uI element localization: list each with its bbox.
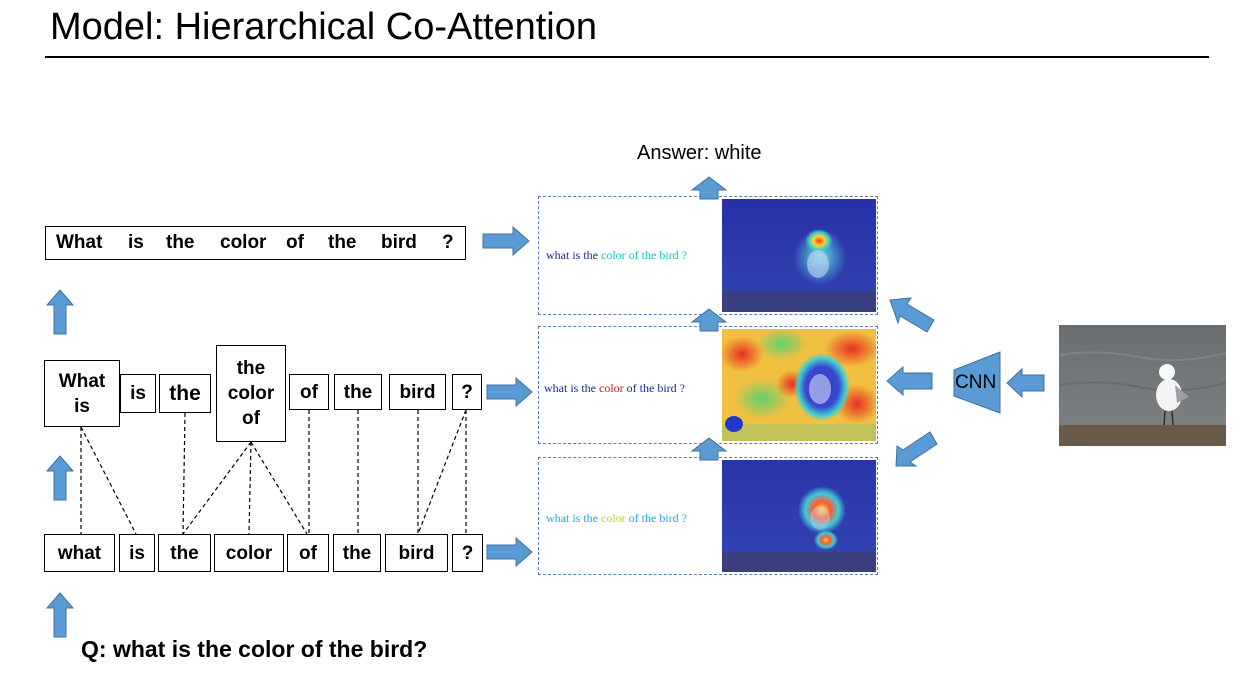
phrase-word: ? bbox=[442, 232, 454, 253]
title-underline bbox=[45, 56, 1209, 58]
mid-token: is bbox=[120, 374, 156, 413]
link-the-color-of-color bbox=[248, 441, 252, 535]
word-token: what bbox=[44, 534, 115, 572]
link-the-color-of-of bbox=[250, 441, 308, 535]
up-arrow-icon bbox=[45, 592, 75, 638]
diagonal-arrow-icon bbox=[889, 297, 935, 333]
cnn-label: CNN bbox=[955, 372, 997, 393]
word-token: color bbox=[214, 534, 284, 572]
link-the bbox=[182, 412, 186, 535]
up-arrow-icon bbox=[690, 176, 728, 200]
phrase-word: of bbox=[286, 232, 304, 253]
mid-token: bird bbox=[389, 374, 446, 410]
left-arrow-icon bbox=[1006, 367, 1045, 399]
answer-text: Answer: white bbox=[637, 142, 762, 164]
attention-map-top bbox=[722, 199, 876, 312]
word-token: is bbox=[119, 534, 155, 572]
slide-title: Model: Hierarchical Co-Attention bbox=[50, 6, 598, 48]
word-token: the bbox=[158, 534, 211, 572]
mid-token: ? bbox=[452, 374, 482, 410]
up-arrow-icon bbox=[45, 289, 75, 335]
attention-map-middle bbox=[722, 329, 876, 441]
attention-map-bottom bbox=[722, 460, 876, 572]
word-token: ? bbox=[452, 534, 483, 572]
up-arrow-icon bbox=[45, 455, 75, 501]
left-arrow-icon bbox=[886, 365, 933, 397]
link-q-bird bbox=[417, 409, 467, 535]
word-token: the bbox=[333, 534, 381, 572]
bird-photo bbox=[1059, 325, 1226, 446]
attention-text-top: what is the color of the bird ? bbox=[546, 248, 687, 262]
mid-token: the bbox=[334, 374, 382, 410]
mid-token: the color of bbox=[216, 345, 286, 442]
phrase-word: What bbox=[56, 232, 103, 253]
mid-token: of bbox=[289, 374, 329, 410]
right-arrow-icon bbox=[482, 225, 530, 257]
right-arrow-icon bbox=[486, 536, 533, 568]
link-the-color-of-the bbox=[182, 441, 252, 535]
word-token: bird bbox=[385, 534, 448, 572]
right-arrow-icon bbox=[486, 376, 533, 408]
mid-token: the bbox=[159, 374, 211, 413]
phrase-word: the bbox=[328, 232, 357, 253]
cnn-block bbox=[953, 351, 1001, 414]
up-arrow-icon bbox=[690, 437, 728, 461]
attention-text-bottom: what is the color of the bird ? bbox=[546, 511, 687, 525]
word-token: of bbox=[287, 534, 329, 572]
phrase-word: the bbox=[166, 232, 195, 253]
question-text: Q: what is the color of the bird? bbox=[81, 636, 428, 662]
link-what-is bbox=[80, 426, 137, 535]
mid-token: What is bbox=[44, 360, 120, 427]
phrase-level-box bbox=[45, 226, 466, 260]
diagonal-arrow-icon bbox=[895, 431, 938, 467]
phrase-word: color bbox=[220, 232, 267, 253]
phrase-word: is bbox=[128, 232, 144, 253]
phrase-word: bird bbox=[381, 232, 417, 253]
up-arrow-icon bbox=[690, 308, 728, 332]
attention-text-middle: what is the color of the bird ? bbox=[544, 381, 685, 395]
